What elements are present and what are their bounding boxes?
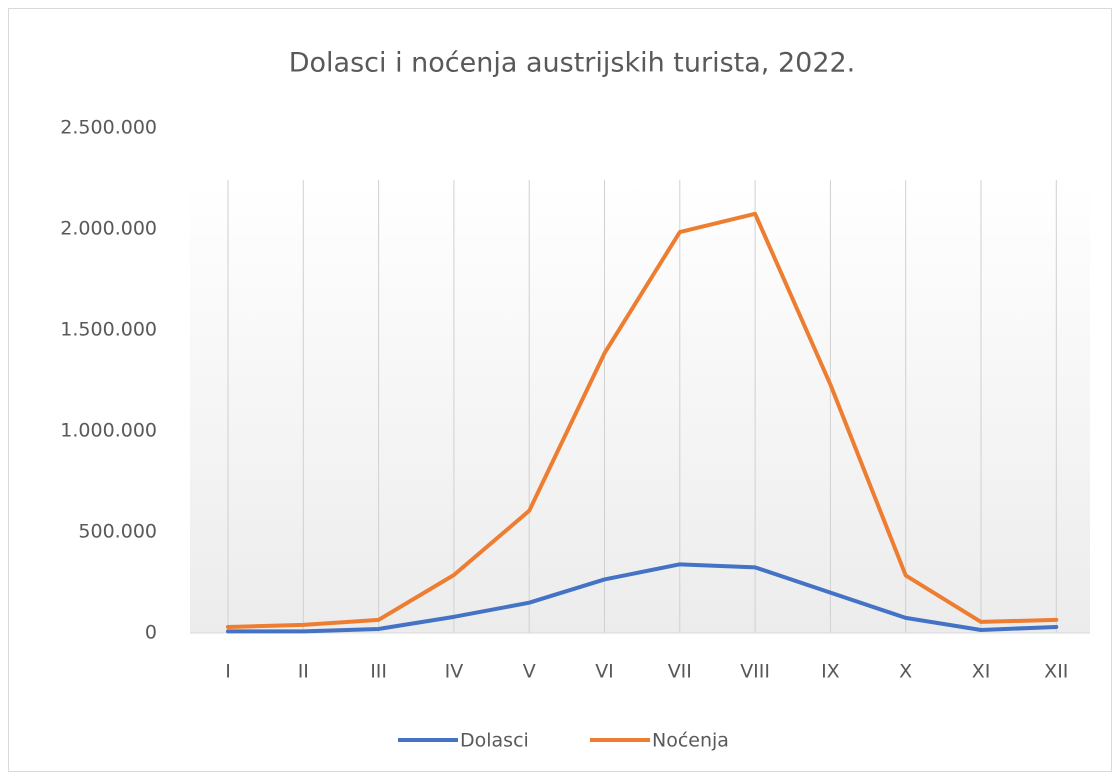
- x-tick-label: II: [298, 661, 309, 683]
- x-tick-label: XI: [972, 661, 991, 683]
- x-tick-label: V: [523, 661, 536, 683]
- y-tick-label: 1.000.000: [60, 420, 157, 442]
- legend-label: Noćenja: [652, 730, 729, 752]
- y-tick-label: 1.500.000: [60, 319, 157, 341]
- x-tick-label: X: [899, 661, 912, 683]
- x-tick-label: VIII: [740, 661, 770, 683]
- y-tick-label: 2.000.000: [60, 218, 157, 240]
- series-line: [226, 211, 1059, 629]
- series-line: [226, 562, 1059, 634]
- x-tick-label: I: [225, 661, 231, 683]
- x-tick-label: III: [370, 661, 387, 683]
- x-tick-label: VI: [595, 661, 614, 683]
- y-tick-label: 0: [145, 622, 157, 644]
- legend-label: Dolasci: [460, 730, 529, 752]
- x-tick-label: VII: [668, 661, 692, 683]
- x-tick-label: XII: [1044, 661, 1068, 683]
- x-tick-label: IX: [821, 661, 840, 683]
- chart-title: Dolasci i noćenja austrijskih turista, 2…: [289, 48, 856, 79]
- x-tick-label: IV: [445, 661, 464, 683]
- y-tick-label: 2.500.000: [60, 117, 157, 139]
- plot-background: [190, 180, 1090, 633]
- y-tick-label: 500.000: [78, 521, 157, 543]
